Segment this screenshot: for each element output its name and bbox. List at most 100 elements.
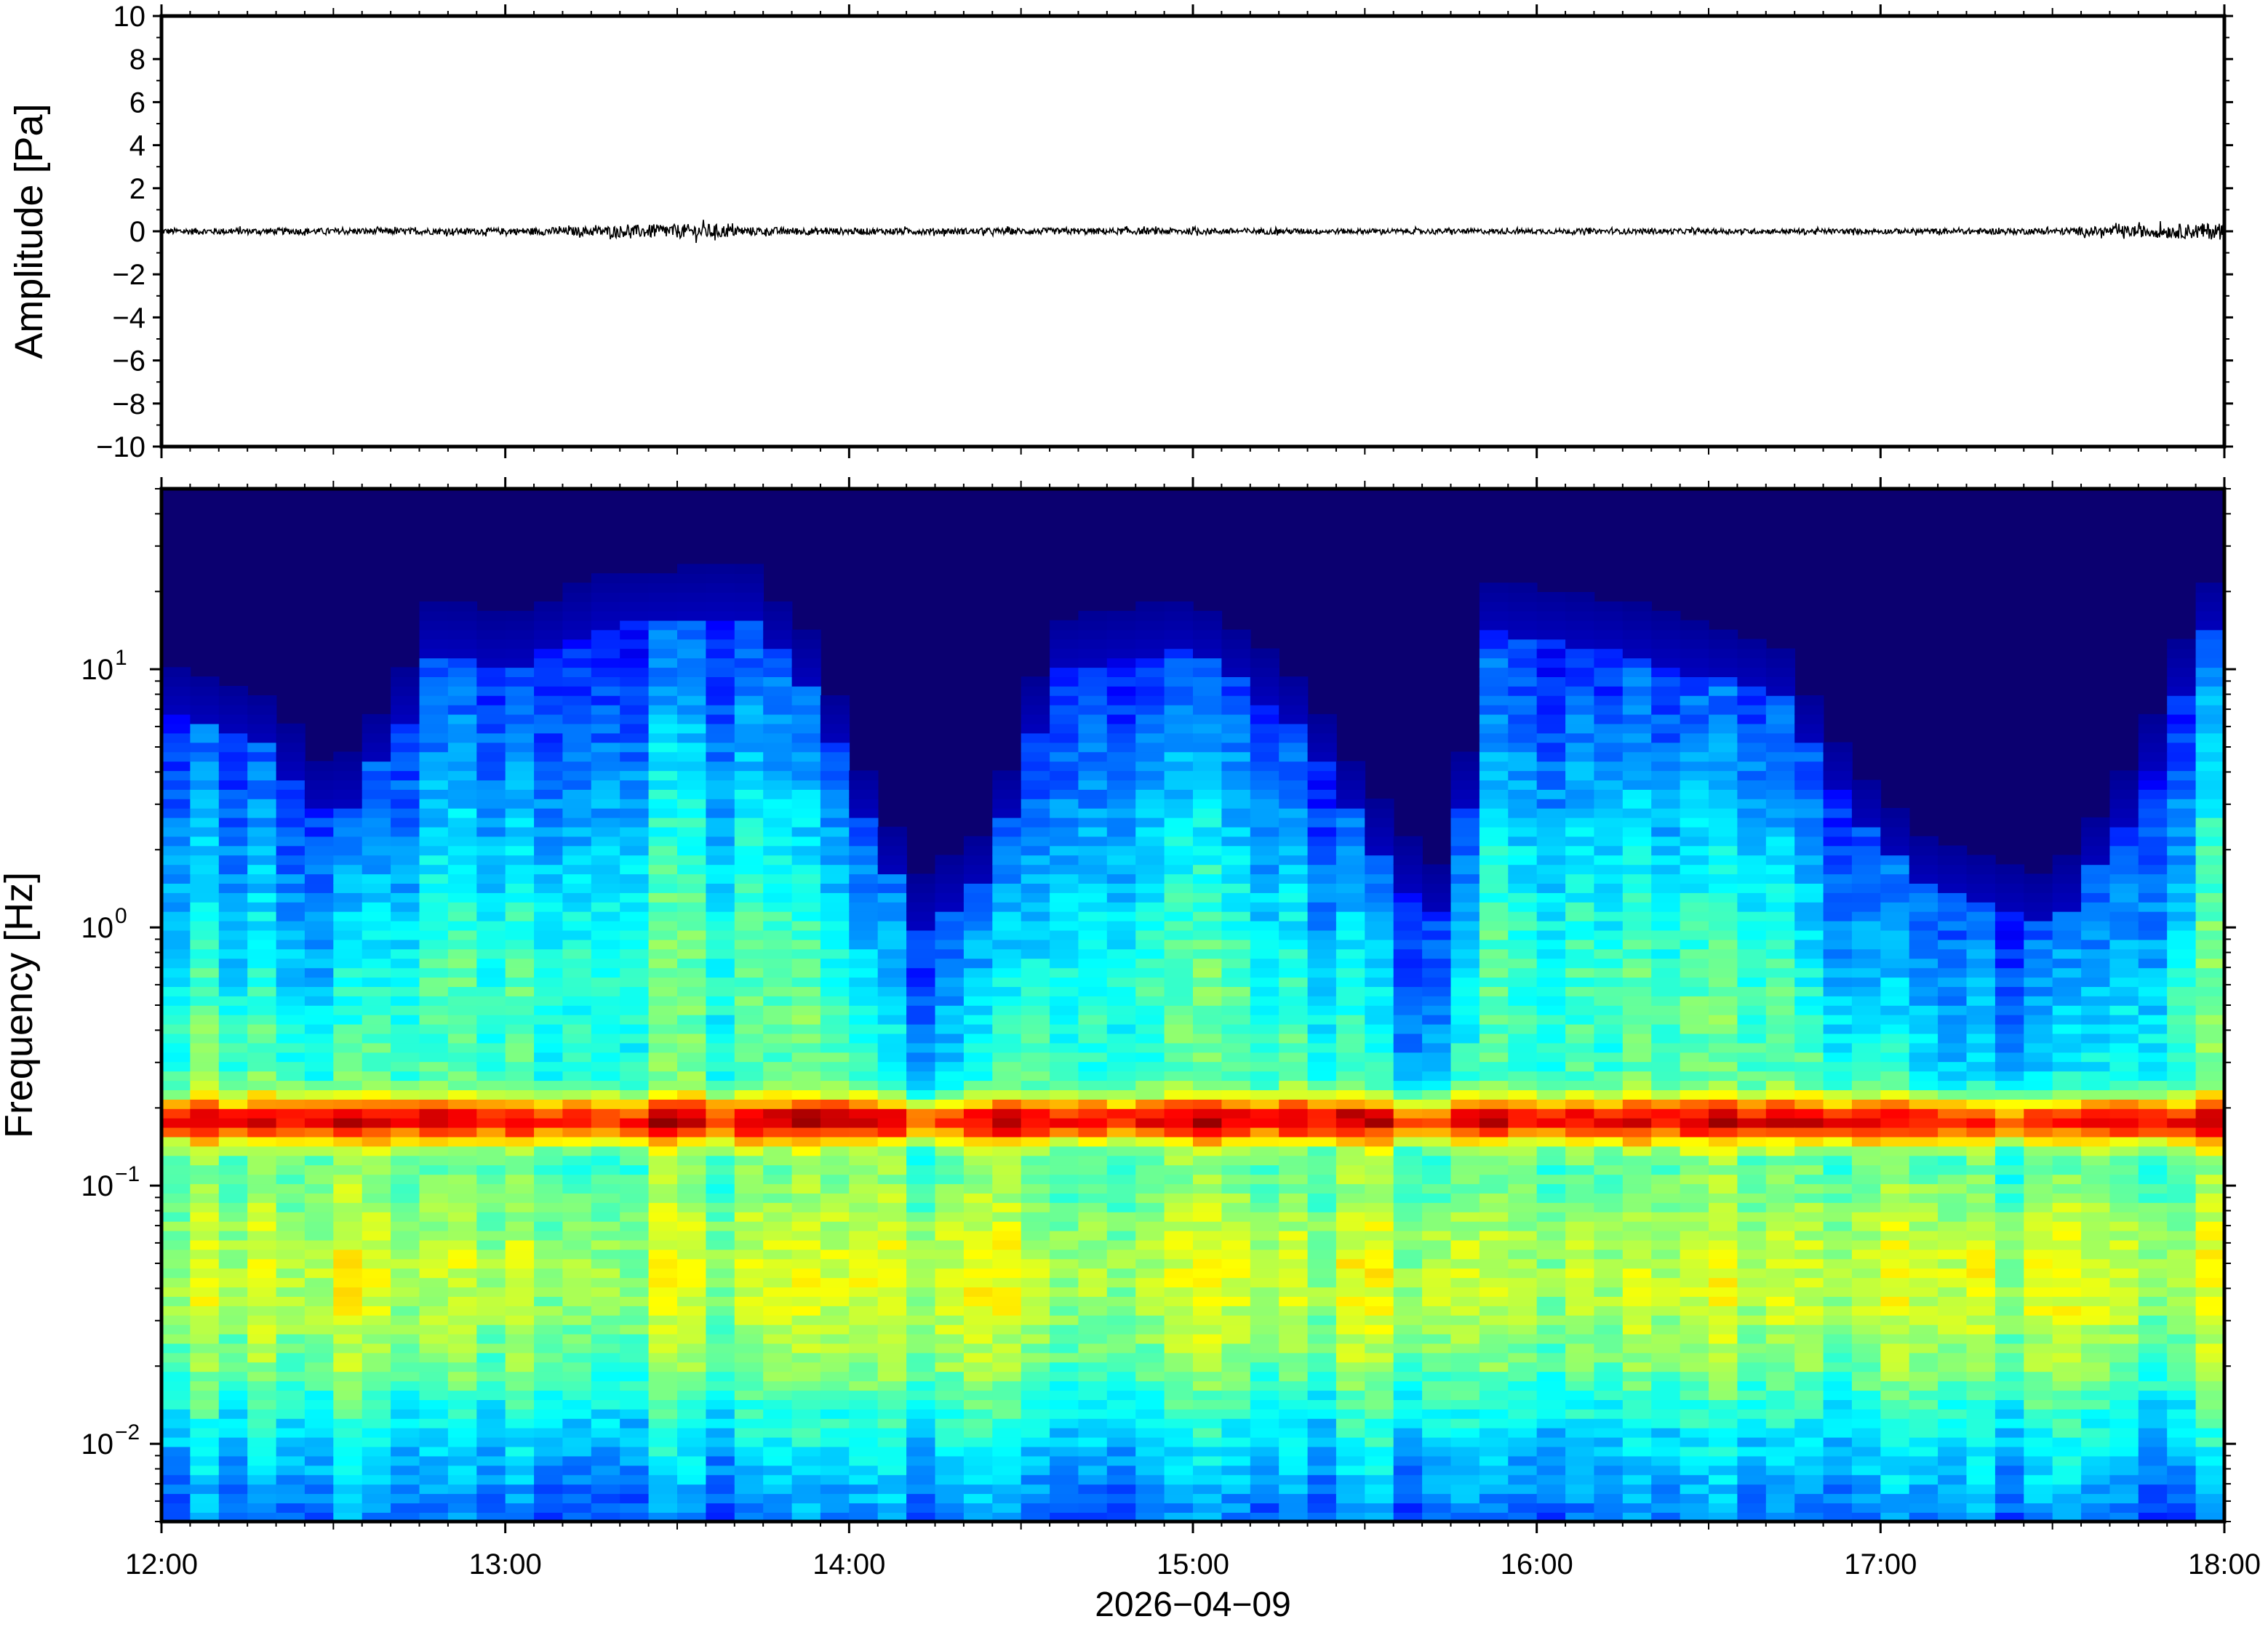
spectrogram-cell [420,1250,449,1260]
spectrogram-cell [735,1062,764,1072]
spectrogram-cell [391,733,420,743]
spectrogram-cell [649,770,678,780]
spectrogram-cell [1135,1062,1165,1072]
spectrogram-cell [391,1315,420,1325]
spectrogram-cell [1107,1362,1136,1372]
spectrogram-cell [1623,949,1652,959]
spectrogram-cell [763,1437,792,1447]
spectrogram-cell [1308,1212,1337,1222]
spectrogram-cell [620,1202,649,1212]
spectrogram-cell [735,883,764,893]
spectrogram-cell [247,930,276,940]
spectrogram-cell [935,1240,965,1250]
spectrogram-cell [1336,874,1365,884]
spectrogram-cell [190,1503,219,1513]
spectrogram-cell [792,1108,821,1119]
spectrogram-cell [1221,940,1250,950]
spectrogram-cell [706,743,735,753]
spectrogram-cell [1508,1043,1537,1053]
spectrogram-cell [735,1456,764,1466]
spectrogram-cell [161,1390,191,1400]
spectrogram-cell [1107,1343,1136,1354]
spectrogram-cell [1623,1156,1652,1166]
spectrogram-cell [1394,911,1423,922]
spectrogram-cell [591,1231,620,1241]
spectrogram-cell [1193,1250,1222,1260]
spectrogram-cell [1107,902,1136,912]
spectrogram-cell [706,1250,735,1260]
spectrogram-cell [1537,911,1566,922]
spectrogram-cell [620,1306,649,1316]
spectrogram-cell [562,1015,591,1025]
spectrogram-cell [992,1428,1021,1438]
spectrogram-cell [706,1362,735,1372]
spectrogram-cell [247,761,276,771]
spectrogram-cell [1308,1296,1337,1306]
spectrogram-cell [276,752,306,762]
spectrogram-cell [219,1428,248,1438]
spectrogram-cell [506,1475,535,1485]
spectrogram-cell [305,911,334,922]
spectrogram-cell [362,1306,391,1316]
spectrogram-cell [763,695,792,705]
spectrogram-cell [1451,1071,1480,1081]
spectrogram-cell [1021,1137,1050,1147]
spectrogram-cell [476,1447,506,1457]
spectrogram-cell [649,1099,678,1109]
spectrogram-cell [1451,818,1480,828]
spectrogram-cell [992,1484,1021,1494]
spectrogram-cell [1308,1503,1337,1513]
spectrogram-cell [1078,1174,1107,1184]
spectrogram-cell [677,1118,706,1128]
spectrogram-cell [591,639,620,649]
spectrogram-cell [906,1250,935,1260]
spectrogram-cell [1480,1005,1509,1015]
spectrogram-cell [420,874,449,884]
spectrogram-cell [362,1324,391,1335]
spectrogram-cell [1480,761,1509,771]
spectrogram-cell [448,940,477,950]
spectrogram-cell [1623,818,1652,828]
spectrogram-cell [506,1493,535,1503]
spectrogram-cell [1537,1437,1566,1447]
spectrogram-cell [448,855,477,866]
spectrogram-cell [1651,1212,1680,1222]
spectrogram-cell [878,1231,907,1241]
spectrogram-cell [1537,967,1566,978]
spectrogram-cell [591,620,620,631]
spectrogram-cell [820,1099,850,1109]
spectrogram-cell [420,1428,449,1438]
spectrogram-cell [476,1193,506,1203]
spectrogram-cell [1651,1127,1680,1138]
spectrogram-cell [1365,1043,1394,1053]
spectrogram-cell [935,864,965,874]
spectrogram-cell [1537,1306,1566,1316]
spectrogram-cell [792,874,821,884]
spectrogram-cell [1565,911,1594,922]
spectrogram-cell [190,902,219,912]
spectrogram-cell [1508,789,1537,799]
spectrogram-cell [792,1099,821,1109]
spectrogram-cell [1537,1287,1566,1297]
spectrogram-cell [1594,799,1623,809]
spectrogram-cell [1537,1202,1566,1212]
spectrogram-cell [1508,1193,1537,1203]
spectrogram-cell [1565,949,1594,959]
spectrogram-cell [420,1259,449,1269]
spectrogram-cell [1050,986,1079,996]
spectrogram-cell [448,808,477,818]
spectrogram-cell [1623,639,1652,649]
spectrogram-cell [878,1372,907,1382]
spectrogram-cell [735,705,764,715]
spectrogram-cell [878,911,907,922]
spectrogram-cell [333,827,362,837]
spectrogram-cell [190,1165,219,1175]
spectrogram-cell [792,864,821,874]
spectrogram-cell [247,1484,276,1494]
spectrogram-cell [1050,1475,1079,1485]
spectrogram-cell [247,1306,276,1316]
spectrogram-cell [706,630,735,640]
spectrogram-cell [448,789,477,799]
spectrogram-cell [219,695,248,705]
spectrogram-cell [534,752,563,762]
